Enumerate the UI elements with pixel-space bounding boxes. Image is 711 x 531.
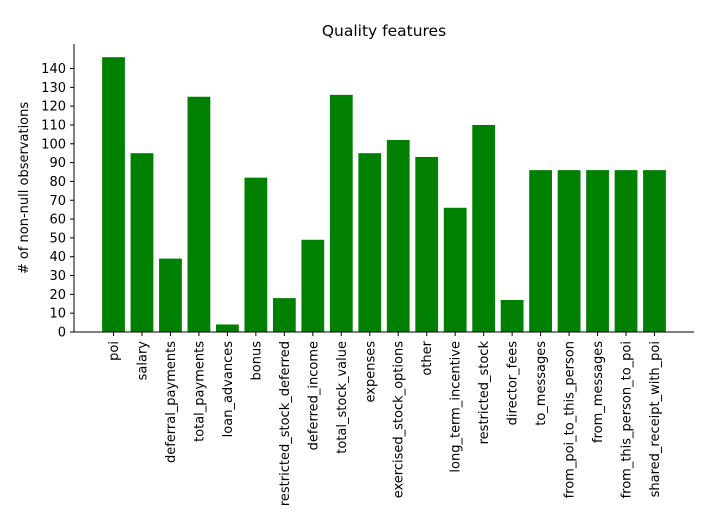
x-tick-label: to_messages	[534, 341, 549, 426]
x-axis-ticks: poi salary deferral_payments total_payments…	[107, 332, 663, 506]
y-tick-label: 0	[58, 326, 66, 341]
y-tick-label: 20	[49, 288, 66, 303]
x-tick-label: total_stock_value	[335, 341, 350, 454]
bar-loan-advances	[216, 324, 239, 332]
y-tick-label: 130	[41, 81, 66, 96]
bar-other	[415, 156, 439, 332]
y-tick-label: 30	[49, 269, 66, 284]
bar-exercised-stock-options	[386, 140, 410, 332]
bar-director-fees	[500, 300, 524, 332]
x-tick-label: director_fees	[506, 341, 521, 426]
bar-expenses	[358, 153, 382, 332]
x-tick-label: deferral_payments	[164, 341, 179, 463]
x-tick-label: bonus	[249, 341, 264, 381]
bar-from-poi-to-this-person	[557, 170, 581, 332]
x-tick-label: from_this_person_to_poi	[620, 341, 635, 498]
x-tick-label: restricted_stock	[477, 341, 492, 445]
y-tick-label: 10	[49, 307, 66, 322]
bar-total-stock-value	[329, 94, 353, 332]
y-axis-label: # of non-null observations	[17, 102, 32, 275]
y-tick-label: 60	[49, 213, 66, 228]
x-tick-label: other	[420, 340, 435, 375]
x-tick-label: expenses	[363, 341, 378, 403]
bar-deferral-payments	[159, 258, 182, 332]
y-tick-label: 50	[49, 231, 66, 246]
bar-poi	[102, 57, 125, 332]
bar-from-messages	[586, 170, 609, 332]
bar-bonus	[244, 177, 268, 332]
bar-salary	[130, 153, 154, 332]
bars-group	[102, 57, 666, 332]
bar-restricted-stock	[472, 124, 496, 332]
x-tick-label: from_messages	[591, 341, 606, 443]
bar-total-payments	[187, 96, 211, 332]
x-tick-label: exercised_stock_options	[392, 341, 407, 499]
y-tick-label: 70	[49, 194, 66, 209]
x-tick-label: salary	[135, 341, 150, 381]
y-tick-label: 90	[49, 156, 66, 171]
x-tick-label: loan_advances	[221, 341, 236, 438]
bar-deferred-income	[301, 239, 325, 332]
bar-long-term-incentive	[443, 207, 467, 332]
bar-shared-receipt-with-poi	[643, 170, 666, 332]
chart-title: Quality features	[322, 22, 446, 40]
y-tick-label: 40	[49, 250, 66, 265]
y-tick-label: 100	[41, 137, 66, 152]
y-tick-label: 110	[41, 118, 66, 133]
bar-from-this-person-to-poi	[614, 170, 638, 332]
y-axis-ticks: 0 10 20 30 40 50 60 70 80 90 100 110 120 130 140	[41, 62, 74, 341]
x-tick-label: long_term_incentive	[449, 341, 464, 473]
y-tick-label: 120	[41, 100, 66, 115]
x-tick-label: shared_receipt_with_poi	[648, 341, 663, 497]
y-tick-label: 80	[49, 175, 66, 190]
y-tick-label: 140	[41, 62, 66, 77]
x-tick-label: from_poi_to_this_person	[563, 341, 578, 498]
bar-to-messages	[529, 170, 552, 332]
bar-restricted-stock-deferred	[272, 298, 296, 332]
x-tick-label: total_payments	[192, 341, 207, 442]
x-tick-label: poi	[107, 341, 122, 361]
x-tick-label: restricted_stock_deferred	[278, 341, 293, 506]
x-tick-label: deferred_income	[306, 341, 321, 450]
